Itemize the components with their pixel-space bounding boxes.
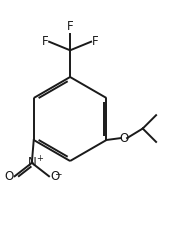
Text: O: O [119,132,128,145]
Text: −: − [54,169,61,178]
Text: N: N [28,156,36,169]
Text: F: F [41,35,48,48]
Text: O: O [4,170,14,183]
Text: +: + [37,154,44,163]
Text: F: F [67,20,73,33]
Text: O: O [50,170,59,183]
Text: F: F [92,35,99,48]
